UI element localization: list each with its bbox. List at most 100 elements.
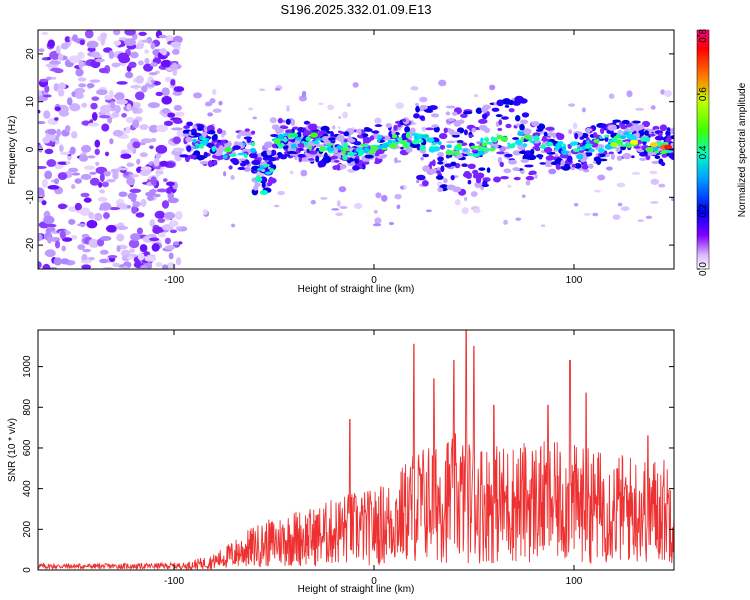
- hot-blob: [360, 143, 365, 148]
- hot-blob: [476, 145, 483, 149]
- y-tick-label: 200: [22, 521, 33, 538]
- hot-blob: [262, 163, 270, 167]
- band-blob: [644, 130, 649, 136]
- band-blob: [481, 105, 489, 114]
- y-tick-label: -10: [25, 190, 36, 205]
- spectrogram-y-label: Frequency (Hz): [7, 116, 18, 185]
- faint-blob: [332, 125, 336, 130]
- y-tick-label: 20: [25, 48, 36, 60]
- noise-blob: [155, 173, 161, 177]
- faint-blob: [540, 224, 546, 228]
- hot-blob: [388, 142, 397, 149]
- noise-blob: [149, 189, 158, 193]
- noise-blob: [116, 99, 128, 105]
- band-blob: [357, 128, 362, 136]
- faint-blob: [318, 102, 324, 106]
- noise-blob: [175, 257, 182, 266]
- noise-blob: [78, 154, 89, 162]
- band-blob: [472, 169, 479, 175]
- hot-blob: [419, 145, 427, 151]
- noise-blob: [155, 152, 162, 159]
- noise-blob: [155, 144, 168, 154]
- hot-blob: [514, 139, 523, 146]
- band-blob: [290, 118, 296, 126]
- faint-blob: [211, 88, 217, 96]
- band-blob: [451, 134, 460, 138]
- band-blob: [496, 151, 506, 155]
- noise-blob: [99, 189, 106, 194]
- band-blob: [500, 176, 509, 180]
- x-tick-label: 0: [371, 576, 377, 587]
- noise-blob: [59, 230, 66, 240]
- band-blob: [528, 172, 534, 176]
- faint-blob: [583, 212, 592, 216]
- noise-blob: [148, 72, 158, 76]
- noise-blob: [38, 261, 42, 269]
- noise-blob: [113, 94, 124, 98]
- band-blob: [445, 105, 456, 109]
- noise-blob: [68, 167, 79, 173]
- band-blob: [437, 156, 444, 162]
- band-blob: [376, 155, 387, 160]
- noise-blob: [150, 79, 155, 84]
- band-blob: [285, 129, 293, 134]
- noise-blob: [164, 211, 176, 220]
- noise-blob: [154, 210, 166, 219]
- faint-blob: [335, 212, 344, 217]
- hot-blob: [282, 132, 287, 137]
- noise-blob: [74, 92, 84, 99]
- faint-blob: [223, 171, 227, 177]
- noise-blob: [38, 165, 47, 170]
- band-blob: [337, 130, 342, 134]
- band-blob: [456, 139, 464, 144]
- band-blob: [593, 156, 601, 161]
- band-blob: [432, 159, 436, 167]
- band-blob: [620, 125, 628, 130]
- band-blob: [179, 154, 189, 158]
- band-blob: [296, 131, 302, 138]
- noise-blob: [57, 89, 65, 97]
- faint-blob: [230, 175, 235, 180]
- noise-blob: [46, 76, 53, 81]
- noise-blob: [165, 187, 172, 194]
- noise-blob: [142, 235, 154, 243]
- colorbar-tick-label: 0.4: [698, 145, 709, 159]
- hot-blob: [453, 150, 460, 155]
- peak-blob: [664, 144, 672, 150]
- noise-blob: [51, 76, 57, 80]
- band-blob: [631, 155, 635, 159]
- band-blob: [544, 160, 553, 168]
- noise-blob: [174, 111, 185, 117]
- band-blob: [374, 152, 380, 157]
- noise-blob: [99, 249, 109, 255]
- noise-blob: [44, 85, 50, 93]
- noise-blob: [96, 89, 108, 96]
- noise-blob: [101, 123, 110, 132]
- faint-blob: [660, 89, 666, 95]
- band-blob: [482, 180, 488, 186]
- band-blob: [416, 174, 426, 181]
- noise-blob: [74, 202, 82, 211]
- band-blob: [525, 175, 535, 181]
- noise-blob: [116, 81, 128, 85]
- noise-blob: [130, 233, 141, 241]
- band-blob: [450, 161, 457, 166]
- noise-blob: [107, 255, 118, 259]
- faint-blob: [410, 86, 419, 91]
- faint-blob: [396, 204, 401, 209]
- band-blob: [531, 121, 540, 127]
- noise-blob: [47, 185, 60, 190]
- band-blob: [298, 147, 304, 151]
- band-blob: [638, 124, 645, 131]
- hot-blob: [336, 145, 344, 150]
- colorbar-label: Normalized spectral amplitude: [737, 82, 748, 217]
- band-blob: [185, 136, 193, 143]
- faint-blob: [568, 103, 576, 107]
- band-blob: [201, 131, 207, 138]
- faint-blob: [670, 197, 674, 202]
- noise-blob: [157, 218, 166, 223]
- faint-blob: [252, 116, 257, 120]
- band-blob: [216, 128, 223, 135]
- noise-blob: [118, 55, 131, 64]
- noise-blob: [170, 79, 176, 86]
